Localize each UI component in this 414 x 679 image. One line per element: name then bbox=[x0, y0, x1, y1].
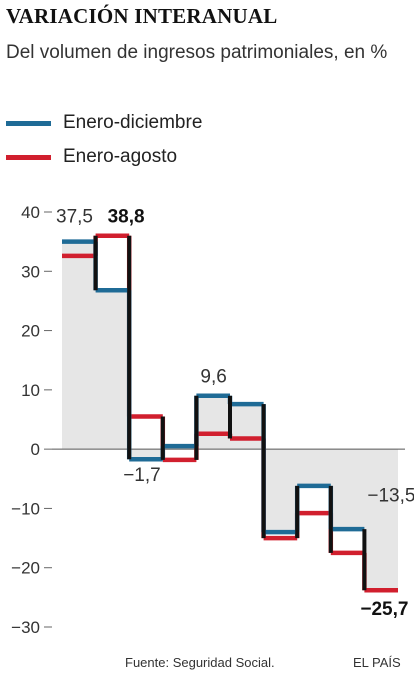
data-label: 37,5 bbox=[56, 207, 93, 228]
y-tick-label: 20 bbox=[21, 322, 40, 341]
footer-brand: EL PAÍS bbox=[353, 655, 401, 670]
data-label: −25,7 bbox=[360, 599, 408, 620]
y-tick-label: −10 bbox=[11, 499, 40, 518]
data-label: −13,5 bbox=[367, 485, 414, 506]
y-tick-label: 30 bbox=[21, 262, 40, 281]
y-tick-label: 40 bbox=[21, 203, 40, 222]
y-tick-label: 10 bbox=[21, 381, 40, 400]
y-tick-label: −20 bbox=[11, 559, 40, 578]
legend-item-enero-agosto: Enero-agosto bbox=[6, 140, 202, 174]
chart-subtitle: Del volumen de ingresos patrimoniales, e… bbox=[6, 42, 388, 63]
legend: Enero-diciembre Enero-agosto bbox=[6, 106, 202, 174]
footer-source: Fuente: Seguridad Social. bbox=[125, 655, 275, 670]
legend-label-enero-diciembre: Enero-diciembre bbox=[63, 112, 203, 133]
chart-title: VARIACIÓN INTERANUAL bbox=[6, 4, 278, 28]
legend-item-enero-diciembre: Enero-diciembre bbox=[6, 106, 202, 140]
data-label: 9,6 bbox=[200, 367, 226, 388]
legend-swatch-red bbox=[6, 154, 51, 160]
y-tick-label: −30 bbox=[11, 618, 40, 637]
legend-label-enero-agosto: Enero-agosto bbox=[63, 146, 178, 167]
data-label: −1,7 bbox=[123, 465, 161, 486]
data-label: 38,8 bbox=[108, 207, 145, 228]
y-tick-label: 0 bbox=[31, 440, 40, 459]
legend-swatch-blue bbox=[6, 120, 51, 126]
